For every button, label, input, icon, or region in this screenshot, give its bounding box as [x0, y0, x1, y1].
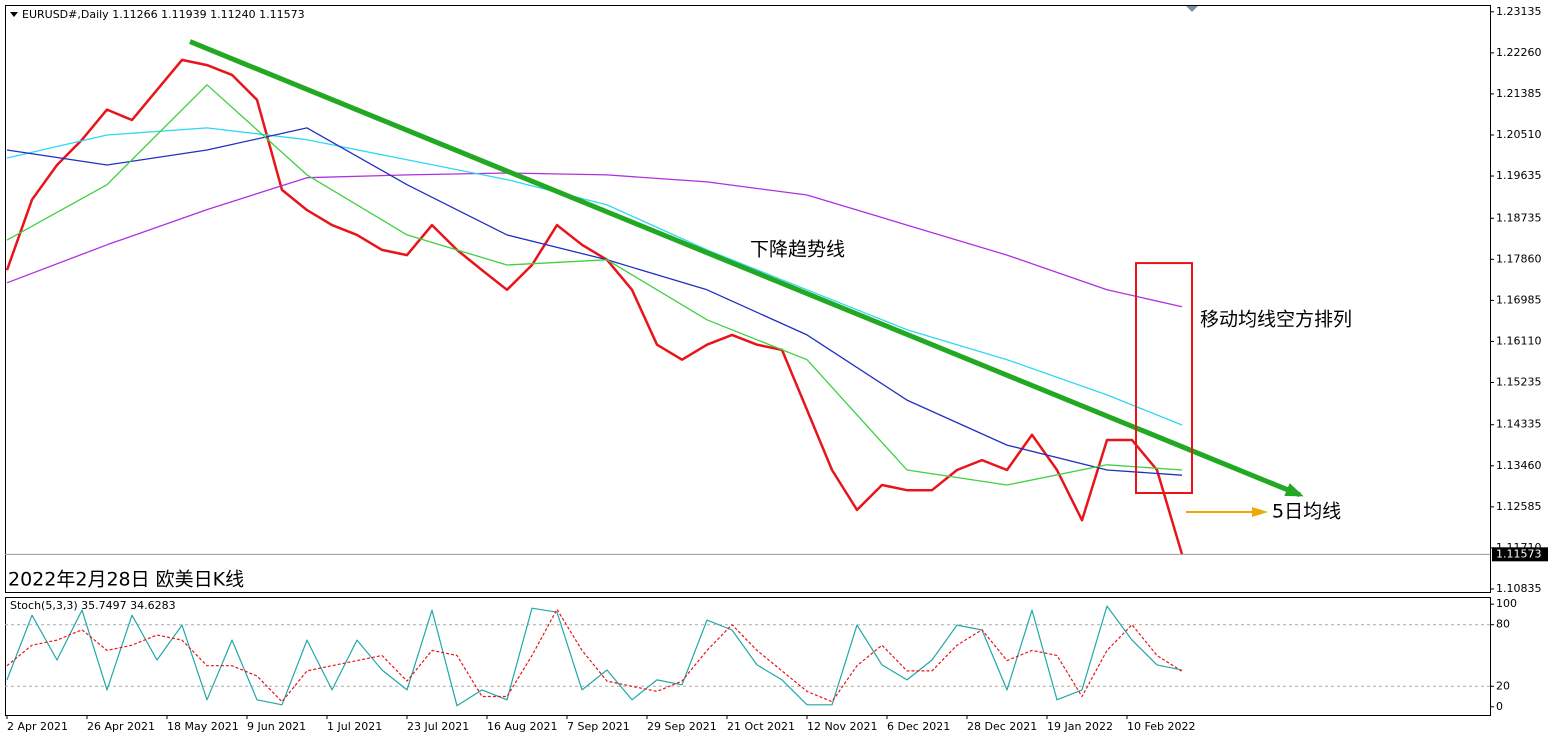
chart-header: EURUSD#,Daily 1.11266 1.11939 1.11240 1.…: [22, 8, 305, 21]
x-tick-label: 2 Apr 2021: [7, 720, 68, 733]
series-line: [5, 58, 1184, 555]
y-tick-label: 1.21385: [1496, 87, 1542, 100]
x-tick-label: 1 Jul 2021: [327, 720, 382, 733]
x-tick-label: 7 Sep 2021: [567, 720, 630, 733]
x-tick-label: 10 Feb 2022: [1127, 720, 1195, 733]
series-line: [6, 608, 1183, 703]
y-tick-label: 1.15235: [1496, 375, 1542, 388]
y-tick-label: 1.12585: [1496, 500, 1542, 513]
x-tick-label: 23 Jul 2021: [407, 720, 469, 733]
y-tick-label: 1.16110: [1496, 334, 1542, 347]
ma-note: 移动均线空方排列: [1200, 309, 1352, 331]
y-tick-label: 1.13460: [1496, 459, 1542, 472]
y-tick-label: 1.14335: [1496, 418, 1542, 431]
y-tick-label: 1.23135: [1496, 5, 1542, 18]
ma5-note: 5日均线: [1272, 501, 1341, 523]
series-line: [6, 172, 1183, 308]
trend-line: [189, 39, 1301, 498]
menu-icon: [10, 12, 18, 17]
series-line: [6, 605, 1183, 707]
y-tick-label: 80: [1496, 618, 1510, 631]
price-panel: [5, 5, 1491, 593]
y-tick-label: 1.22260: [1496, 46, 1542, 59]
trend-note: 下降趋势线: [750, 239, 845, 261]
y-tick-label: 1.17860: [1496, 252, 1542, 265]
x-tick-label: 28 Dec 2021: [967, 720, 1037, 733]
y-tick-label: 1.18735: [1496, 211, 1542, 224]
x-tick-label: 29 Sep 2021: [647, 720, 717, 733]
x-tick-label: 6 Dec 2021: [887, 720, 950, 733]
x-tick-label: 9 Jun 2021: [247, 720, 306, 733]
y-tick-label: 1.10835: [1496, 582, 1542, 595]
trend-arrowhead: [1284, 483, 1304, 497]
y-tick-label: 1.16985: [1496, 293, 1542, 306]
series-line: [6, 127, 1183, 426]
y-tick-label: 20: [1496, 679, 1510, 692]
shift-marker: [1186, 6, 1198, 12]
x-tick-label: 18 May 2021: [167, 720, 239, 733]
y-tick-label: 1.19635: [1496, 169, 1542, 182]
price-box: [1492, 547, 1548, 562]
y-tick-label: 100: [1496, 597, 1517, 610]
stoch-panel: [5, 597, 1491, 716]
chart-caption: 2022年2月28日 欧美日K线: [8, 569, 244, 591]
y-tick-label: 1.20510: [1496, 128, 1542, 141]
price-label: 1.11573: [1496, 547, 1542, 560]
stoch-header: Stoch(5,3,3) 35.7497 34.6283: [10, 599, 176, 612]
x-tick-label: 16 Aug 2021: [487, 720, 557, 733]
x-tick-label: 12 Nov 2021: [807, 720, 877, 733]
ma5-arrowhead: [1252, 507, 1268, 517]
x-tick-label: 26 Apr 2021: [87, 720, 155, 733]
y-tick-label: 0: [1496, 700, 1503, 713]
x-tick-label: 19 Jan 2022: [1047, 720, 1113, 733]
x-tick-label: 21 Oct 2021: [727, 720, 795, 733]
highlight-box: [1135, 262, 1193, 494]
series-line: [6, 84, 1183, 486]
